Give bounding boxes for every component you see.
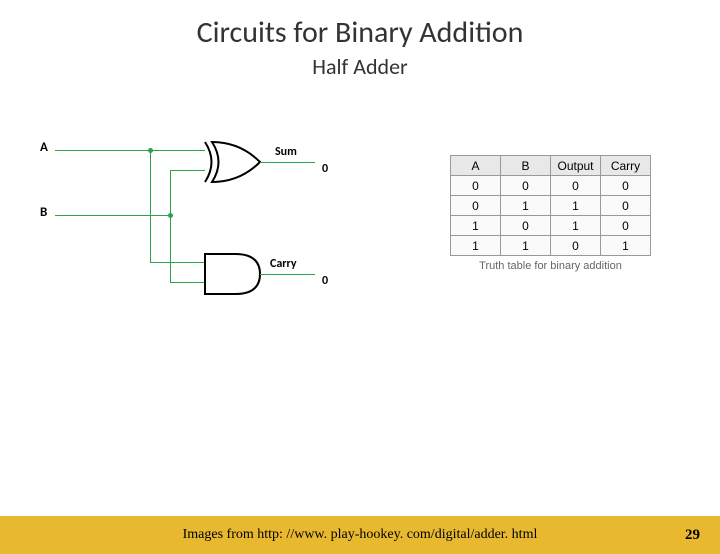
table-cell: 1 [551, 196, 601, 216]
table-cell: 1 [551, 216, 601, 236]
table-cell: 1 [451, 236, 501, 256]
table-cell: 0 [601, 196, 651, 216]
table-cell: 0 [601, 176, 651, 196]
col-a: A [451, 156, 501, 176]
wire-a [55, 150, 205, 151]
truth-table: A B Output Carry 0000011010101101 [450, 155, 651, 256]
content-area: A B Sum 0 Carry 0 [0, 135, 720, 335]
footer-bar: Images from http: //www. play-hookey. co… [0, 516, 720, 554]
input-a-label: A [40, 140, 48, 155]
table-cell: 0 [551, 176, 601, 196]
table-cell: 0 [501, 216, 551, 236]
wire-b [55, 215, 170, 216]
input-b-label: B [40, 205, 47, 220]
wire-b-down [170, 215, 171, 282]
col-output: Output [551, 156, 601, 176]
circuit-diagram: A B Sum 0 Carry 0 [30, 135, 390, 335]
sum-value: 0 [322, 162, 328, 176]
page-number: 29 [685, 527, 700, 544]
truth-table-area: A B Output Carry 0000011010101101 Truth … [450, 155, 651, 335]
table-row: 0110 [451, 196, 651, 216]
carry-value: 0 [322, 274, 328, 288]
table-header-row: A B Output Carry [451, 156, 651, 176]
table-row: 1010 [451, 216, 651, 236]
table-cell: 0 [501, 176, 551, 196]
wire-b-up [170, 170, 171, 216]
table-row: 1101 [451, 236, 651, 256]
wire-a-down [150, 150, 151, 262]
table-cell: 0 [451, 176, 501, 196]
page-subtitle: Half Adder [0, 53, 720, 80]
footer-text: Images from http: //www. play-hookey. co… [0, 527, 720, 543]
table-cell: 1 [501, 196, 551, 216]
table-cell: 0 [551, 236, 601, 256]
col-b: B [501, 156, 551, 176]
sum-label: Sum [275, 145, 297, 159]
table-caption: Truth table for binary addition [450, 260, 651, 272]
wire-a-to-and [150, 262, 205, 263]
table-cell: 1 [451, 216, 501, 236]
table-cell: 0 [601, 216, 651, 236]
table-cell: 0 [451, 196, 501, 216]
col-carry: Carry [601, 156, 651, 176]
wire-sum-out [260, 162, 315, 163]
wire-carry-out [260, 274, 315, 275]
table-cell: 1 [501, 236, 551, 256]
table-cell: 1 [601, 236, 651, 256]
carry-label: Carry [270, 257, 297, 271]
table-row: 0000 [451, 176, 651, 196]
page-title: Circuits for Binary Addition [0, 14, 720, 51]
